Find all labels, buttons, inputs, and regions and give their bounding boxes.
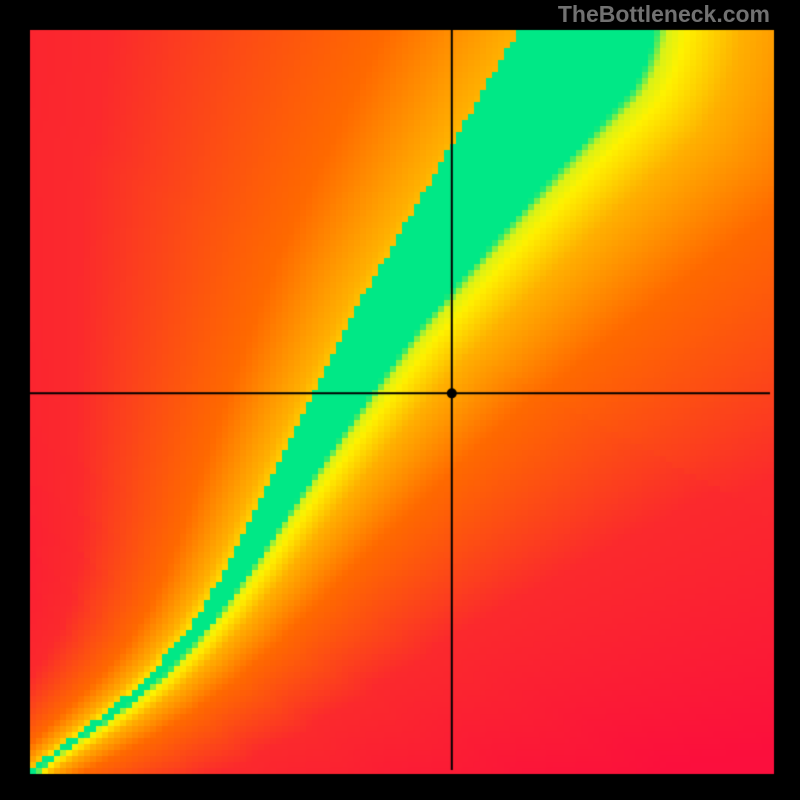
figure-root: TheBottleneck.com (0, 0, 800, 800)
heatmap-canvas (0, 0, 800, 800)
watermark-text: TheBottleneck.com (558, 1, 770, 28)
